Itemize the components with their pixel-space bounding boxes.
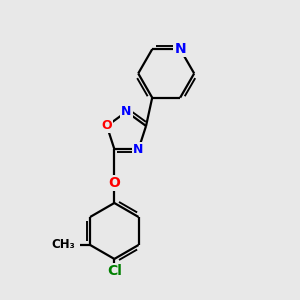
- Text: N: N: [174, 42, 186, 56]
- Text: O: O: [101, 119, 112, 133]
- Text: N: N: [121, 105, 132, 118]
- Text: O: O: [108, 176, 120, 190]
- Text: Cl: Cl: [107, 264, 122, 278]
- Text: CH₃: CH₃: [52, 238, 75, 251]
- Text: N: N: [134, 142, 144, 155]
